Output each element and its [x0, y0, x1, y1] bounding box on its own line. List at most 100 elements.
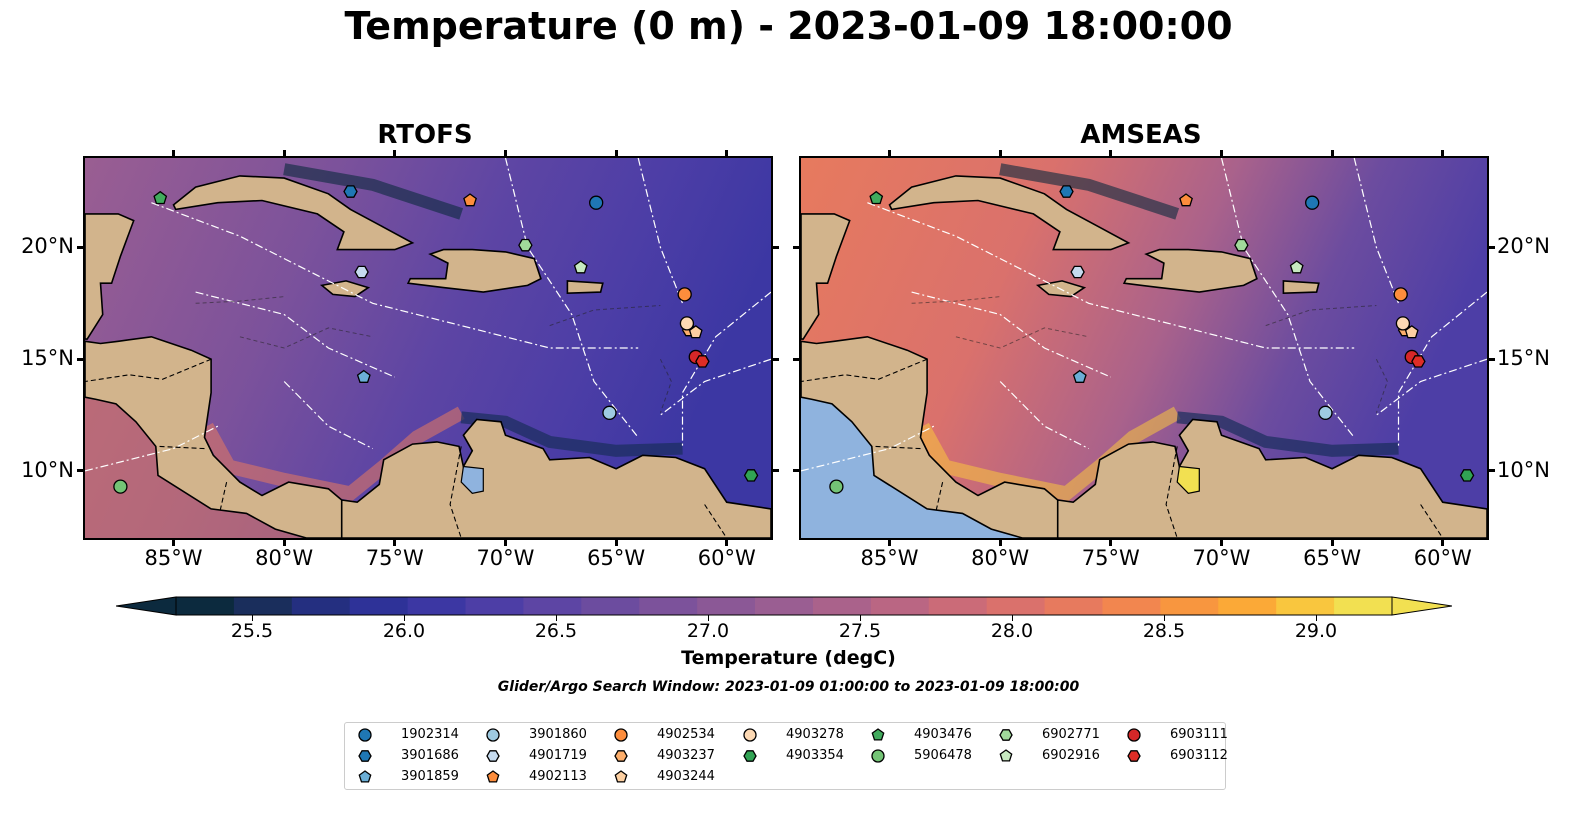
land-hispaniola — [406, 248, 542, 293]
colorbar-segment — [1044, 597, 1104, 615]
land-cuba — [172, 175, 415, 251]
eez-boundary — [660, 358, 771, 416]
colorbar-segment — [1334, 597, 1393, 615]
platform-3901860-marker[interactable] — [602, 405, 617, 420]
platform-3901686-marker[interactable] — [1059, 185, 1074, 198]
colorbar-tick-label: 28.0 — [990, 620, 1034, 642]
legend-label: 3901860 — [529, 727, 587, 742]
colorbar-segment — [233, 597, 293, 615]
lake-maracaibo — [1176, 465, 1200, 494]
major-tick — [172, 538, 176, 546]
country-border — [1165, 446, 1178, 538]
platform-4903244-marker[interactable] — [688, 325, 703, 339]
major-tick — [1487, 245, 1495, 249]
lon-tick-label: 60°W — [697, 546, 756, 570]
figure-title: Temperature (0 m) - 2023-01-09 18:00:00 — [344, 4, 1233, 48]
platform-3901859-marker[interactable] — [356, 369, 371, 383]
platform-6903112-marker[interactable] — [1411, 355, 1426, 368]
bathymetry-contour — [239, 327, 373, 349]
legend-marker-5906478 — [871, 749, 885, 763]
eez-boundary — [85, 425, 219, 472]
platform-5906478-marker[interactable] — [829, 479, 844, 494]
platform-4902113-marker[interactable] — [463, 193, 477, 207]
colorbar-tick — [1163, 615, 1165, 621]
major-tick — [1219, 150, 1223, 158]
colorbar — [116, 596, 1452, 616]
major-tick — [1109, 538, 1113, 546]
major-tick — [282, 538, 286, 546]
legend-marker-4901719 — [486, 750, 500, 762]
colorbar-tick — [555, 615, 557, 621]
hexagon-marker-icon — [743, 750, 757, 762]
platform-4903476-marker[interactable] — [869, 190, 884, 205]
platform-3901859-marker[interactable] — [1072, 369, 1087, 383]
major-tick — [1487, 469, 1495, 473]
lon-tick-label: 70°W — [1192, 546, 1251, 570]
major-tick — [1441, 150, 1445, 158]
platform-4903354-marker[interactable] — [743, 469, 759, 482]
legend-marker-6903112 — [1127, 750, 1141, 762]
platform-3901686-marker[interactable] — [343, 185, 358, 198]
platform-1902314-marker[interactable] — [589, 195, 604, 210]
major-tick — [614, 538, 618, 546]
colorbar-segment — [1160, 597, 1219, 615]
country-border — [801, 358, 928, 383]
bathymetry-contour — [911, 296, 1001, 304]
colorbar-segment — [523, 597, 582, 615]
platform-4901719-marker[interactable] — [354, 265, 369, 279]
major-tick — [793, 469, 801, 473]
platform-4902534-marker[interactable] — [1393, 287, 1408, 302]
platform-6902771-marker[interactable] — [1234, 238, 1249, 252]
legend-marker-4902113 — [486, 770, 500, 783]
lat-tick-label: 10°N — [21, 457, 74, 482]
major-tick — [1219, 538, 1223, 546]
amseas-panel-title: AMSEAS — [1080, 120, 1202, 150]
major-tick — [771, 357, 779, 361]
lat-tick-label: 20°N — [21, 234, 74, 259]
platform-6902916-marker[interactable] — [573, 260, 588, 274]
legend-label: 6902771 — [1042, 727, 1100, 742]
colorbar-tick-label: 27.0 — [686, 620, 730, 642]
platform-4902534-marker[interactable] — [677, 287, 692, 302]
platform-6902771-marker[interactable] — [518, 238, 533, 252]
legend-marker-4903237 — [614, 750, 628, 762]
colorbar-tick — [403, 615, 405, 621]
hexagon-marker-icon — [614, 750, 628, 762]
legend-marker-3901686 — [358, 750, 372, 762]
colorbar-tick-label: 28.5 — [1142, 620, 1186, 642]
platform-6902916-marker[interactable] — [1289, 260, 1304, 274]
lat-tick-label: 10°N — [1497, 457, 1550, 482]
warm-coastal-water — [200, 406, 465, 501]
platform-4903244-marker[interactable] — [1404, 325, 1419, 339]
eez-boundary — [911, 291, 1112, 378]
legend-label: 4903237 — [657, 748, 715, 763]
platform-3901860-marker[interactable] — [1318, 405, 1333, 420]
platform-4903476-marker[interactable] — [153, 190, 168, 205]
rtofs-map[interactable] — [83, 156, 773, 540]
country-border — [1420, 504, 1444, 538]
colorbar-label: Temperature (degC) — [681, 647, 896, 669]
platform-4903278-marker[interactable] — [1395, 316, 1411, 331]
colorbar-segment — [639, 597, 698, 615]
pentagon-marker-icon — [486, 770, 500, 783]
platform-legend: 1902314 3901686 3901859 3901860 4901719 49021… — [344, 722, 1228, 790]
platform-4903354-marker[interactable] — [1459, 469, 1475, 482]
major-tick — [282, 150, 286, 158]
amseas-map[interactable] — [799, 156, 1489, 540]
platform-4902113-marker[interactable] — [1179, 193, 1193, 207]
circle-marker-icon — [871, 749, 885, 763]
major-tick — [771, 469, 779, 473]
country-border — [449, 446, 462, 538]
colorbar-tick — [859, 615, 861, 621]
major-tick — [77, 245, 85, 249]
colorbar-max-extend — [1391, 596, 1452, 616]
legend-marker-6902771 — [999, 729, 1013, 741]
platform-4903278-marker[interactable] — [679, 316, 695, 331]
platform-4901719-marker[interactable] — [1070, 265, 1085, 279]
platform-5906478-marker[interactable] — [113, 479, 128, 494]
colorbar-segment — [291, 597, 351, 615]
platform-6903112-marker[interactable] — [695, 355, 710, 368]
platform-1902314-marker[interactable] — [1305, 195, 1320, 210]
colorbar-min-extend — [116, 596, 177, 616]
colorbar-tick-label: 26.0 — [382, 620, 426, 642]
